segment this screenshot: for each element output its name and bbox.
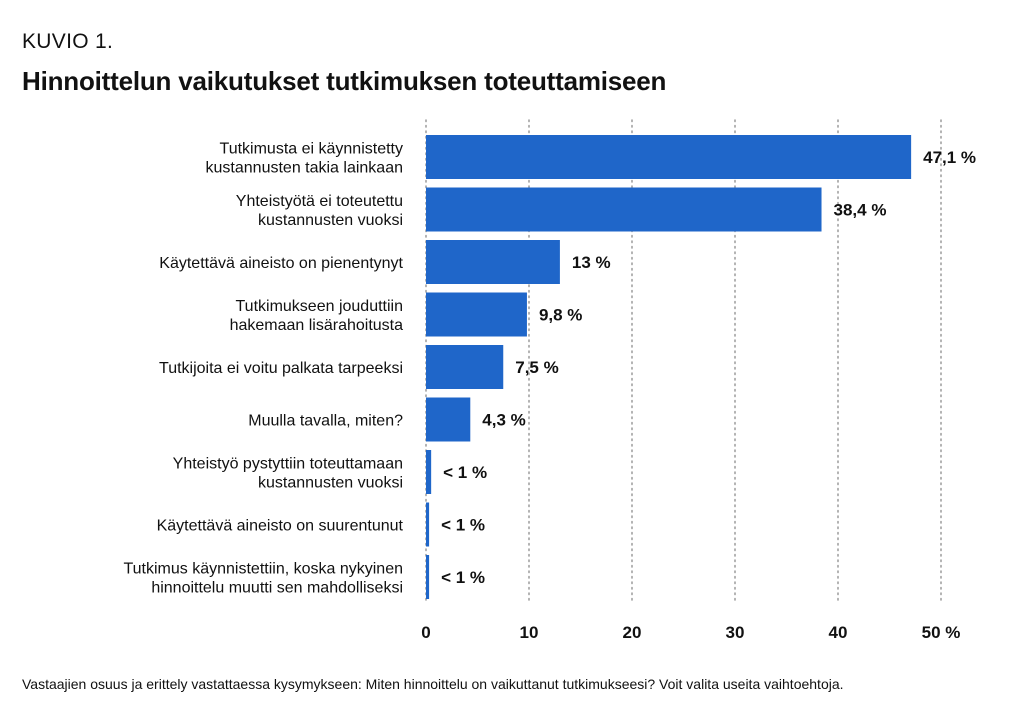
category-label: Tutkimusta ei käynnistetty — [220, 141, 403, 158]
bar — [426, 345, 504, 389]
category-label: Yhteistyötä ei toteutettu — [236, 193, 403, 210]
footnote: Vastaajien osuus ja erittely vastattaess… — [22, 676, 844, 692]
category-label: Tutkimus käynnistettiin, koska nykyinen — [123, 561, 403, 578]
value-label: 13 % — [572, 253, 611, 272]
chart-title: Hinnoittelun vaikutukset tutkimuksen tot… — [22, 66, 667, 96]
value-label: 7,5 % — [515, 358, 558, 377]
category-label: kustannusten vuoksi — [258, 212, 403, 229]
bar — [426, 502, 430, 547]
category-label: kustannusten takia lainkaan — [206, 160, 403, 177]
bar — [426, 450, 432, 494]
value-label: < 1 % — [441, 516, 485, 535]
bar — [426, 292, 527, 337]
x-tick-label: 40 — [829, 623, 848, 642]
x-tick-label: 30 — [726, 623, 745, 642]
category-label: Tutkijoita ei voitu palkata tarpeeksi — [159, 360, 403, 377]
category-label: Tutkimukseen jouduttiin — [236, 298, 404, 315]
value-label: 38,4 % — [834, 201, 887, 220]
value-label: 47,1 % — [923, 148, 976, 167]
x-tick-label: 0 — [421, 623, 430, 642]
category-label: hinnoittelu muutti sen mahdolliseksi — [151, 580, 403, 597]
figure-number: KUVIO 1. — [22, 30, 114, 53]
value-label: < 1 % — [441, 568, 485, 587]
x-tick-label: 50 % — [922, 623, 961, 642]
category-label: Muulla tavalla, miten? — [248, 413, 403, 430]
x-tick-label: 20 — [623, 623, 642, 642]
bar — [426, 187, 822, 232]
value-label: 4,3 % — [482, 411, 525, 430]
bar — [426, 555, 430, 599]
bar — [426, 397, 471, 442]
bar — [426, 240, 560, 284]
category-labels: Tutkimusta ei käynnistetty kustannusten t… — [123, 141, 403, 597]
x-tick-label: 10 — [520, 623, 539, 642]
category-label: hakemaan lisärahoitusta — [230, 317, 404, 334]
value-label: 9,8 % — [539, 306, 582, 325]
value-labels: 47,1 % 38,4 % 13 % 9,8 % 7,5 % 4,3 % < 1 % < 1 … — [441, 148, 976, 587]
category-label: kustannusten vuoksi — [258, 475, 403, 492]
x-axis-ticks: 0 10 20 30 40 50 % — [421, 623, 960, 642]
bars — [426, 135, 912, 599]
category-label: Käytettävä aineisto on suurentunut — [157, 518, 404, 535]
bar — [426, 135, 912, 179]
category-label: Yhteistyö pystyttiin toteuttamaan — [173, 456, 403, 473]
value-label: < 1 % — [443, 463, 487, 482]
category-label: Käytettävä aineisto on pienentynyt — [159, 255, 403, 272]
